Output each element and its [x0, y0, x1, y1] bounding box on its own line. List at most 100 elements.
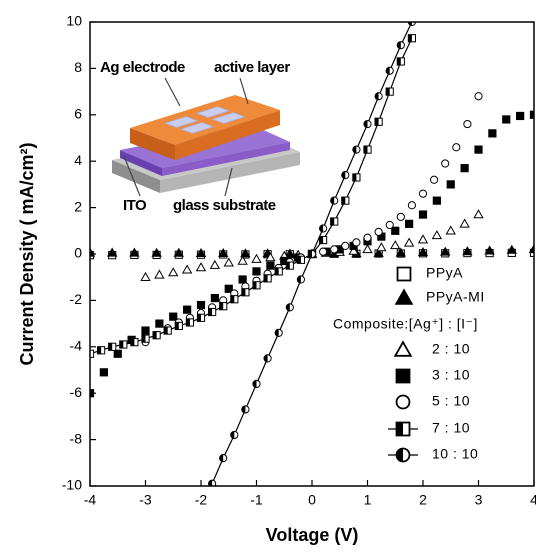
marker — [181, 264, 193, 274]
marker-shape — [330, 245, 339, 254]
marker-half — [264, 354, 268, 362]
marker — [362, 244, 373, 254]
legend-label: 7 : 10 — [432, 420, 470, 436]
marker — [460, 164, 469, 173]
marker-shape — [362, 244, 373, 254]
marker-shape — [385, 220, 394, 230]
marker-half — [275, 267, 279, 275]
y-tick-label: -8 — [70, 430, 83, 446]
marker-shape — [265, 252, 276, 262]
marker — [396, 41, 405, 50]
pointer — [239, 77, 249, 105]
marker-shape — [403, 237, 415, 247]
marker-half — [153, 331, 157, 339]
marker — [285, 303, 294, 312]
marker-shape — [395, 368, 411, 384]
marker-shape — [395, 247, 406, 257]
marker — [141, 326, 150, 335]
marker-shape — [474, 145, 483, 154]
marker-shape — [390, 240, 401, 250]
y-tick-label: 10 — [66, 13, 82, 29]
marker-half — [164, 326, 168, 335]
active-top — [130, 95, 280, 145]
marker-shape — [440, 246, 451, 256]
marker-half — [375, 92, 379, 100]
marker-half — [119, 340, 124, 349]
marker — [113, 349, 122, 358]
marker — [130, 338, 139, 347]
y-tick-label: 6 — [74, 106, 82, 122]
marker-shape — [463, 119, 472, 129]
marker-shape — [195, 262, 207, 272]
legend-label: 5 : 10 — [432, 393, 470, 409]
marker-half — [397, 57, 401, 66]
y-tick-label: -4 — [70, 338, 83, 354]
marker — [263, 274, 272, 283]
marker-half — [286, 303, 290, 311]
y-axis-label: Current Density ( mA/cm²) — [17, 142, 37, 365]
marker — [174, 321, 183, 331]
marker — [385, 87, 394, 96]
marker-half — [308, 250, 312, 258]
marker-shape — [373, 247, 384, 258]
marker — [348, 245, 359, 255]
x-axis-label: Voltage (V) — [266, 525, 359, 545]
marker-shape — [107, 247, 118, 257]
marker — [452, 143, 461, 152]
marker — [373, 247, 384, 258]
marker-half — [252, 380, 257, 388]
inset-label: ITO — [123, 197, 147, 214]
marker — [209, 259, 221, 269]
marker — [230, 295, 239, 304]
active-side — [175, 110, 280, 160]
y-tick-label: 4 — [74, 152, 82, 168]
marker-half — [241, 288, 246, 296]
marker-shape — [319, 247, 328, 256]
marker-half — [363, 120, 368, 128]
marker — [440, 246, 451, 256]
x-tick-label: 4 — [530, 492, 536, 508]
marker — [208, 307, 217, 317]
marker-shape — [395, 394, 411, 410]
marker-shape — [407, 201, 416, 210]
marker-half — [219, 454, 224, 462]
active-front — [130, 128, 175, 160]
legend-label: PPyA-MI — [426, 289, 485, 305]
marker-half — [330, 197, 335, 205]
marker — [529, 110, 534, 119]
marker — [405, 219, 414, 228]
marker — [168, 267, 179, 277]
marker — [459, 218, 470, 228]
marker-half — [264, 274, 268, 282]
electrodes — [164, 106, 246, 134]
marker-half — [386, 88, 390, 96]
marker — [403, 237, 415, 247]
marker — [252, 267, 261, 276]
marker — [274, 328, 283, 337]
marker — [224, 284, 233, 293]
marker — [341, 241, 350, 250]
marker — [319, 235, 328, 245]
y-tick-label: -2 — [70, 291, 83, 307]
marker-shape — [432, 196, 441, 205]
marker-shape — [460, 164, 469, 173]
marker-shape — [417, 234, 429, 244]
y-tick-label: -10 — [62, 477, 82, 493]
marker — [330, 196, 339, 205]
marker-shape — [151, 247, 162, 257]
marker-shape — [417, 247, 429, 257]
marker-half — [208, 480, 213, 486]
marker-half — [297, 275, 301, 284]
electrode — [211, 112, 246, 124]
pointer — [224, 167, 233, 197]
marker-half — [230, 295, 235, 303]
marker-shape — [195, 247, 207, 258]
marker — [352, 145, 361, 154]
legend-symbol — [396, 266, 412, 282]
legend-title: Composite:[Ag⁺] : [I⁻] — [333, 316, 478, 332]
marker-shape — [113, 349, 122, 358]
marker-shape — [352, 238, 361, 247]
marker — [441, 159, 450, 168]
marker — [319, 247, 328, 256]
pointer — [164, 77, 181, 107]
